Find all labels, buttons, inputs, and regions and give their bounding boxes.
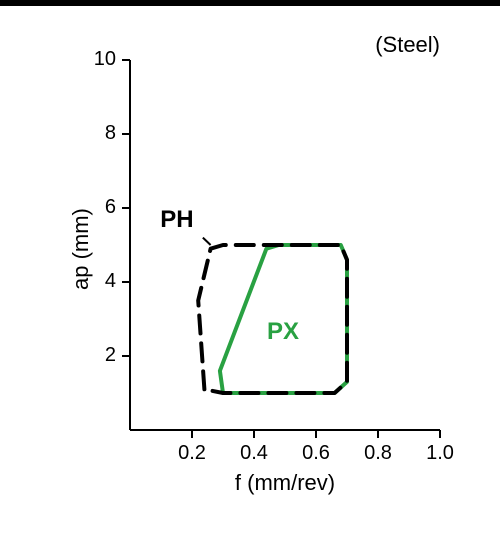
region-label-px: PX	[267, 318, 299, 346]
x-tick-label: 0.2	[174, 442, 210, 465]
x-axis-label: f (mm/rev)	[130, 470, 440, 496]
y-tick-label: 4	[86, 270, 116, 293]
region-label-ph: PH	[160, 206, 193, 234]
page: (Steel) ap (mm) f (mm/rev) PH PX 0.20.40…	[0, 0, 500, 539]
x-tick-label: 0.8	[360, 442, 396, 465]
x-tick-label: 1.0	[422, 442, 458, 465]
y-tick-label: 2	[86, 344, 116, 367]
material-label: (Steel)	[350, 32, 440, 58]
y-tick-label: 10	[86, 48, 116, 71]
chart-container: (Steel) ap (mm) f (mm/rev) PH PX 0.20.40…	[30, 40, 470, 520]
x-tick-label: 0.4	[236, 442, 272, 465]
top-border-bar	[0, 0, 500, 6]
x-tick-label: 0.6	[298, 442, 334, 465]
y-tick-label: 6	[86, 196, 116, 219]
y-tick-label: 8	[86, 122, 116, 145]
